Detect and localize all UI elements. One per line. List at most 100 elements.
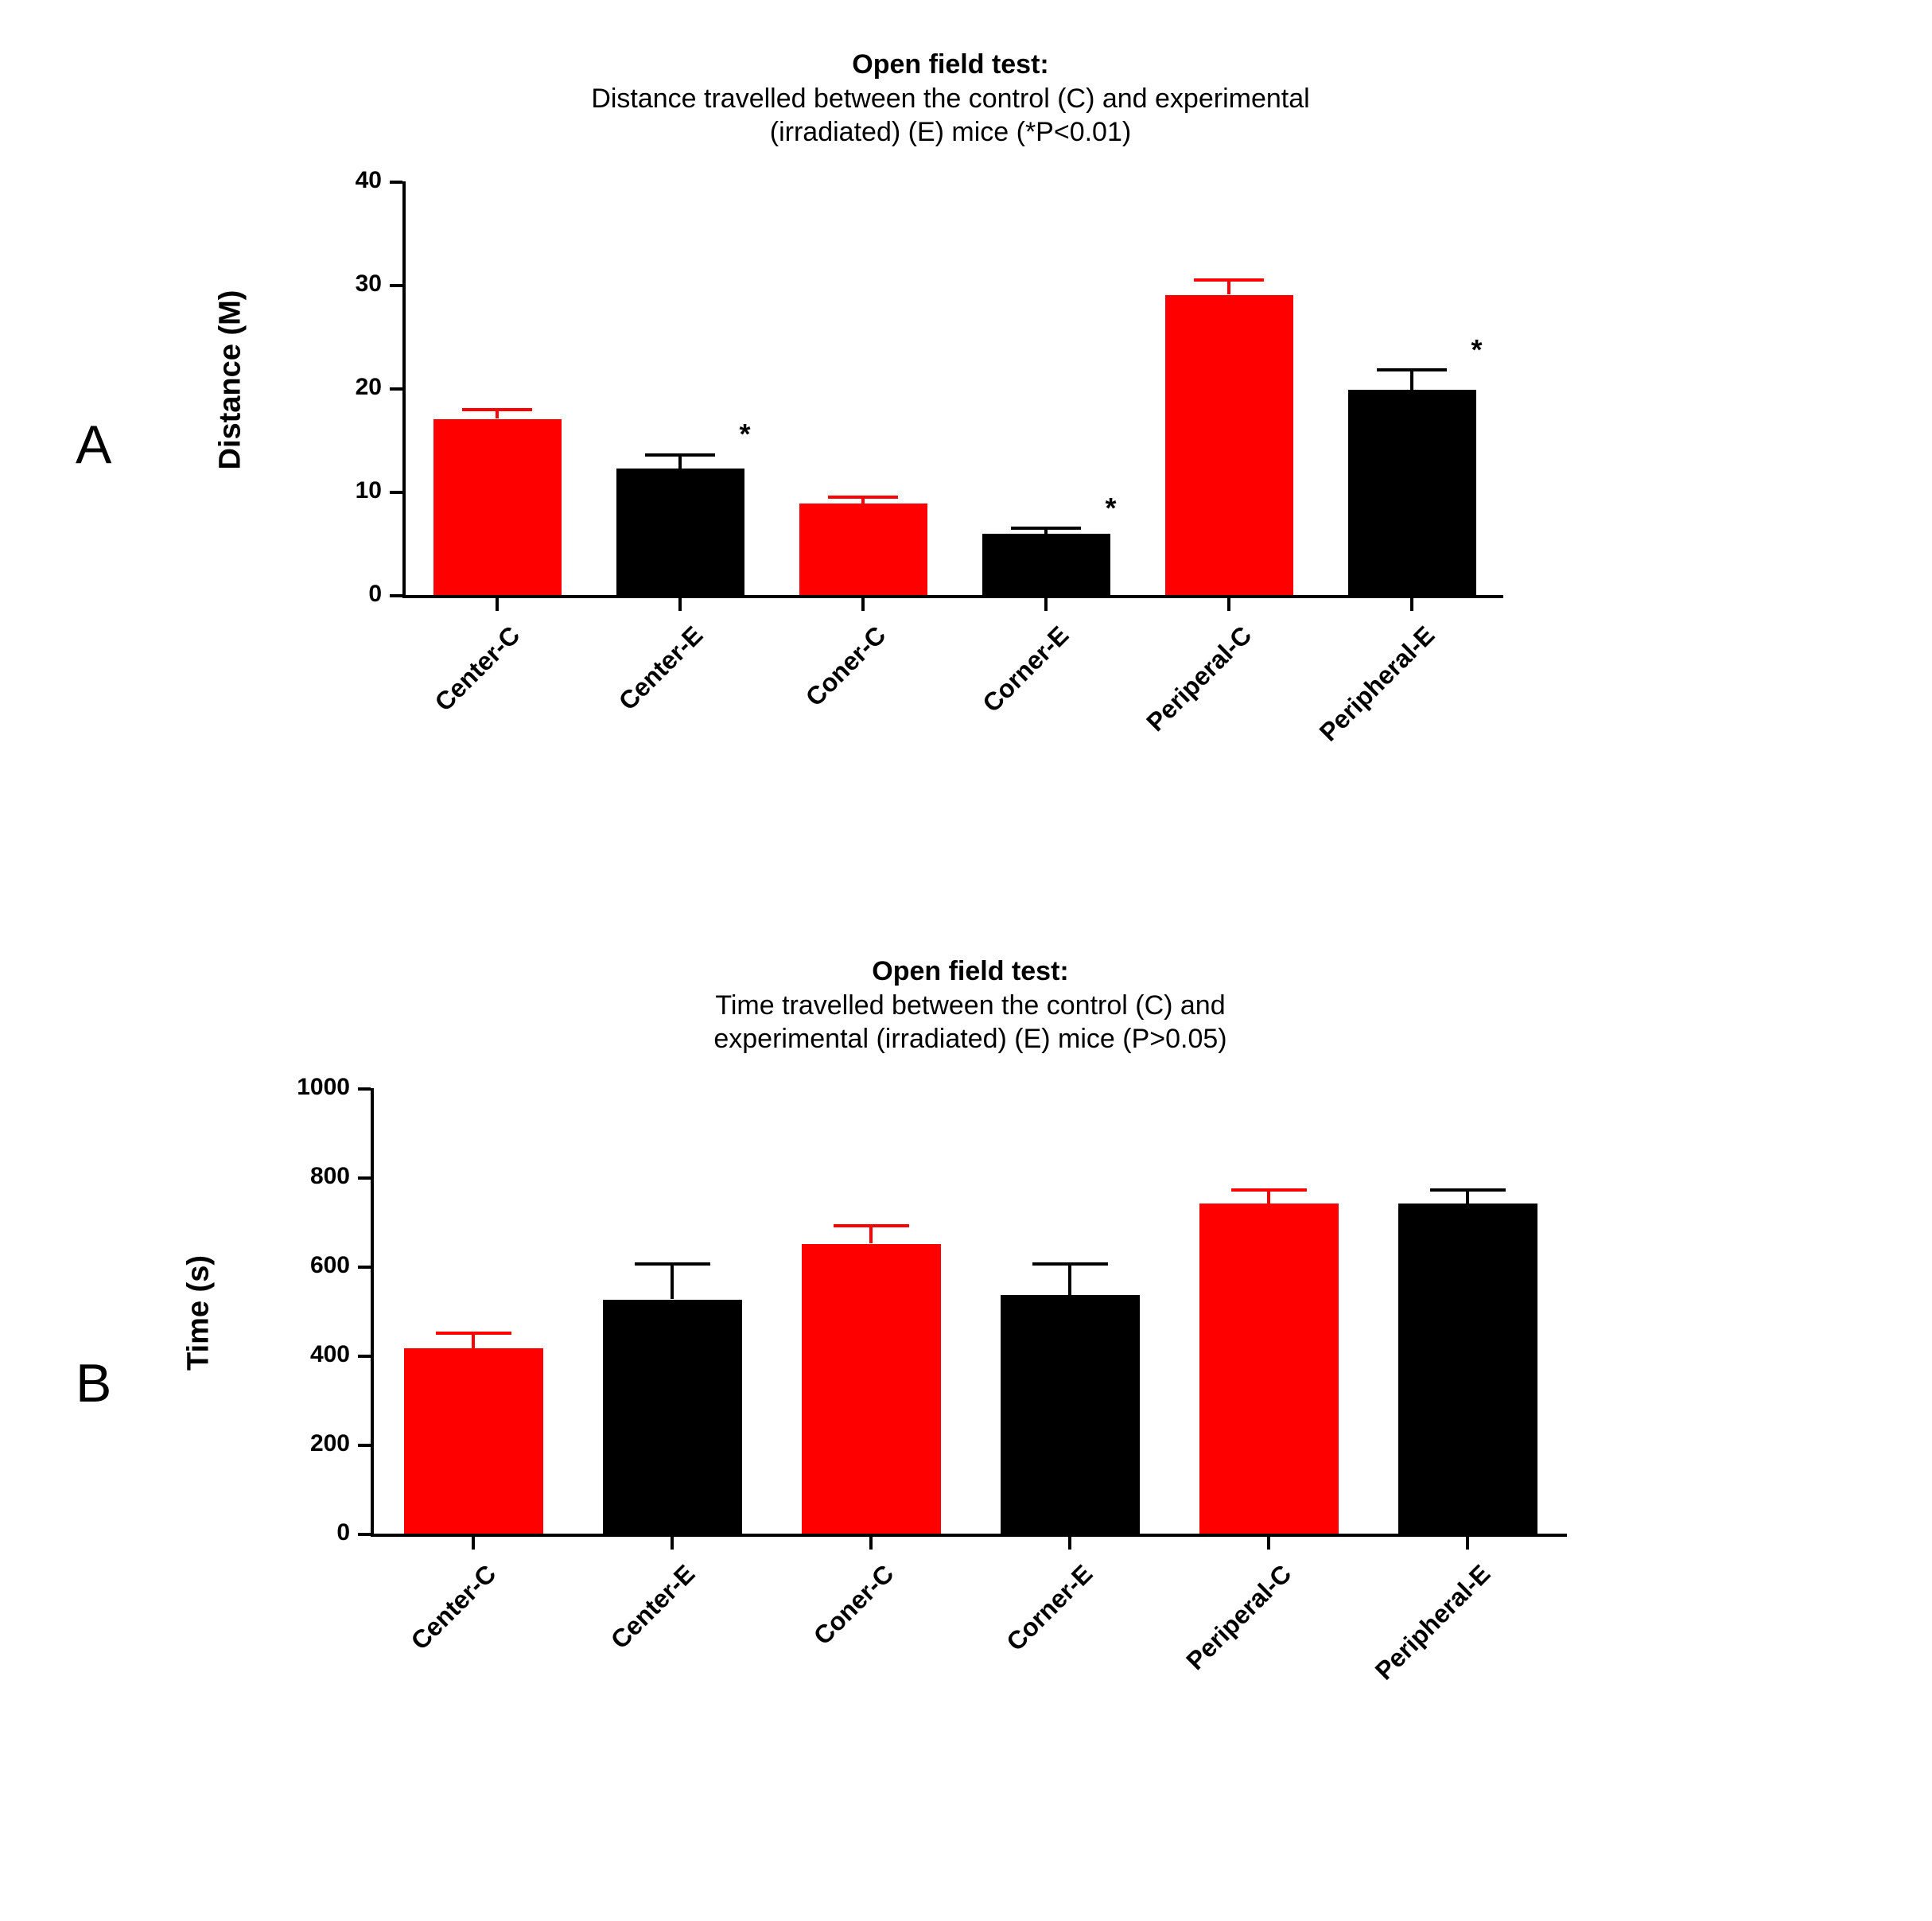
chart-b-errorbar-cap [1032,1262,1108,1266]
chart-b-x-tick [671,1537,674,1550]
chart-b-y-axis [371,1088,374,1537]
chart-b-title-line3: experimental (irradiated) (E) mice (P>0.… [310,1022,1631,1056]
chart-a-x-tick-label: Corner-E [885,620,1075,810]
chart-b-errorbar-cap [1430,1188,1506,1192]
chart-a-title-line2: Distance travelled between the control (… [342,82,1559,116]
chart-b-y-tick-label: 400 [270,1341,350,1368]
chart-a-x-tick-label: Center-E [519,620,709,810]
chart-b-x-tick-label: Periperal-C [1108,1559,1297,1748]
chart-a-y-label: Distance (M) [214,310,248,469]
chart-b-title-line2: Time travelled between the control (C) a… [310,989,1631,1023]
chart-b-bar [404,1348,543,1533]
chart-b-x-tick [1466,1537,1469,1550]
chart-a-x-tick-label: Periperal-C [1068,620,1258,810]
chart-a-errorbar-cap [1011,527,1080,530]
chart-b-bar [1001,1295,1140,1534]
chart-a-y-tick-label: 0 [302,581,382,608]
chart-b-bar [802,1244,941,1534]
chart-b-x-tick-label: Peripheral-E [1307,1559,1496,1748]
chart-b-plot: 02004006008001000Time (s)Center-CCenter-… [374,1088,1567,1534]
chart-a-x-tick-label: Coner-C [702,620,892,810]
chart-b-x-tick [1068,1537,1071,1550]
chart-b: Open field test: Time travelled between … [183,955,1631,1534]
chart-a-title-line1: Open field test: [342,48,1559,82]
chart-b-bar [1199,1204,1339,1533]
chart-a-title: Open field test: Distance travelled betw… [342,48,1559,150]
chart-a-y-tick-label: 10 [302,477,382,504]
chart-b-errorbar [472,1333,475,1349]
chart-b-y-tick [358,1444,371,1447]
chart-b-errorbar-cap [1231,1188,1307,1192]
chart-b-errorbar [869,1226,873,1243]
panel-label-b: B [76,1352,111,1414]
chart-a-x-tick [678,598,682,611]
chart-b-errorbar [671,1264,674,1300]
chart-a-x-tick [1410,598,1413,611]
chart-b-y-tick [358,1176,371,1180]
chart-a-bar [799,504,927,594]
chart-b-title-line1: Open field test: [310,955,1631,989]
chart-b-bar [603,1300,742,1534]
chart-a-errorbar-cap [462,408,531,411]
chart-a-x-tick-label: Peripheral-E [1251,620,1440,810]
chart-b-x-axis [371,1534,1567,1537]
chart-a-errorbar [1410,370,1413,390]
chart-a-x-tick [861,598,865,611]
chart-b-x-tick-label: Corner-E [909,1559,1098,1748]
chart-a-y-axis [402,181,406,598]
chart-b-bar [1398,1204,1537,1533]
chart-b-x-tick-label: Coner-C [710,1559,900,1748]
chart-a-errorbar-cap [828,496,897,499]
chart-a-x-tick [496,598,499,611]
chart-a-errorbar [678,455,682,469]
panel-label-a: A [76,414,111,476]
chart-a-bar [1348,390,1476,594]
chart-a-y-tick [390,181,402,184]
chart-a-errorbar-cap [1194,278,1263,282]
chart-a-sig-marker: * [1471,333,1483,367]
chart-b-errorbar-cap [436,1332,511,1335]
chart-a-x-axis [402,595,1503,598]
chart-b-x-tick [869,1537,873,1550]
chart-b-y-tick-label: 200 [270,1430,350,1457]
chart-b-y-tick [358,1087,371,1091]
chart-b-errorbar-cap [635,1262,710,1266]
chart-a-title-line3: (irradiated) (E) mice (*P<0.01) [342,115,1559,150]
chart-a-bar [433,419,562,595]
chart-b-y-tick-label: 600 [270,1252,350,1279]
chart-a-y-tick-label: 30 [302,270,382,297]
page: A B Open field test: Distance travelled … [0,0,1932,1921]
chart-a-bar [1165,295,1293,595]
chart-b-y-tick [358,1266,371,1269]
chart-b-errorbar-cap [834,1224,909,1227]
chart-a: Open field test: Distance travelled betw… [247,48,1559,595]
chart-b-y-tick [358,1533,371,1536]
chart-a-bar [982,534,1110,595]
chart-b-title: Open field test: Time travelled between … [310,955,1631,1056]
chart-a-y-tick [390,284,402,287]
chart-b-y-tick-label: 800 [270,1163,350,1190]
chart-a-errorbar [1227,280,1230,294]
chart-b-errorbar [1267,1190,1270,1204]
chart-b-y-tick-label: 0 [270,1519,350,1546]
chart-a-errorbar-cap [645,453,714,457]
chart-a-plot: 010203040Distance (M)Center-C*Center-ECo… [406,181,1503,595]
chart-b-x-tick [472,1537,475,1550]
chart-b-errorbar [1466,1190,1469,1204]
chart-b-y-tick-label: 1000 [270,1074,350,1101]
chart-a-sig-marker: * [1106,492,1117,525]
chart-a-x-tick-label: Center-C [336,620,526,810]
chart-a-x-tick [1044,598,1048,611]
chart-a-sig-marker: * [740,418,751,451]
chart-b-errorbar [1068,1264,1071,1295]
chart-a-y-tick [390,387,402,391]
chart-b-y-tick [358,1355,371,1358]
chart-b-y-label: Time (s) [182,1233,216,1392]
chart-a-y-tick-label: 40 [302,167,382,194]
chart-b-x-tick-label: Center-E [511,1559,701,1748]
chart-a-y-tick [390,491,402,494]
chart-a-bar [616,469,744,595]
chart-b-x-tick-label: Center-C [313,1559,502,1748]
chart-a-errorbar-cap [1377,368,1446,371]
chart-a-x-tick [1227,598,1230,611]
